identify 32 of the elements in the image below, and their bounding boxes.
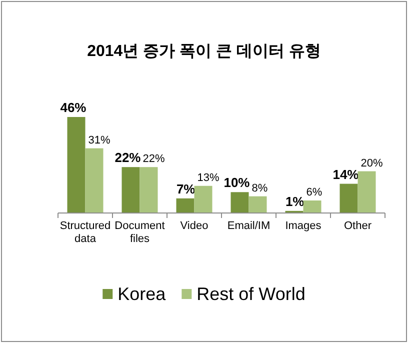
bar [230, 192, 249, 213]
data-label: 46% [60, 100, 87, 115]
data-label: 31% [88, 134, 110, 146]
x-tick-label: Other [344, 220, 372, 232]
bar [85, 148, 104, 213]
bar [358, 171, 376, 213]
x-tick-label: Video [180, 220, 208, 232]
data-label: 8% [252, 182, 268, 194]
x-tick-label: Document files [114, 220, 165, 245]
bar [176, 198, 194, 213]
data-label: 10% [224, 175, 250, 190]
bar [140, 167, 158, 213]
x-tick-label: Email/IM [227, 220, 270, 232]
data-label: 20% [360, 157, 383, 170]
legend-label: Korea [118, 284, 167, 304]
bar [67, 117, 86, 213]
data-label: 13% [197, 172, 220, 184]
data-label: 1% [285, 194, 305, 209]
data-label: 7% [176, 181, 196, 196]
bar [303, 200, 322, 213]
data-label: 22% [114, 150, 142, 166]
legend-label: Rest of World [196, 284, 306, 304]
x-tick-label: Images [285, 220, 322, 232]
bar [248, 196, 267, 213]
bar [340, 184, 358, 213]
data-label: 22% [142, 153, 165, 166]
data-label: 14% [332, 166, 360, 182]
bar [122, 167, 140, 213]
data-label: 6% [306, 186, 322, 198]
x-tick-label: Structured data [60, 220, 111, 245]
bar [194, 186, 212, 213]
chart-title: 2014년 증가 폭이 큰 데이터 유형 [87, 43, 321, 60]
